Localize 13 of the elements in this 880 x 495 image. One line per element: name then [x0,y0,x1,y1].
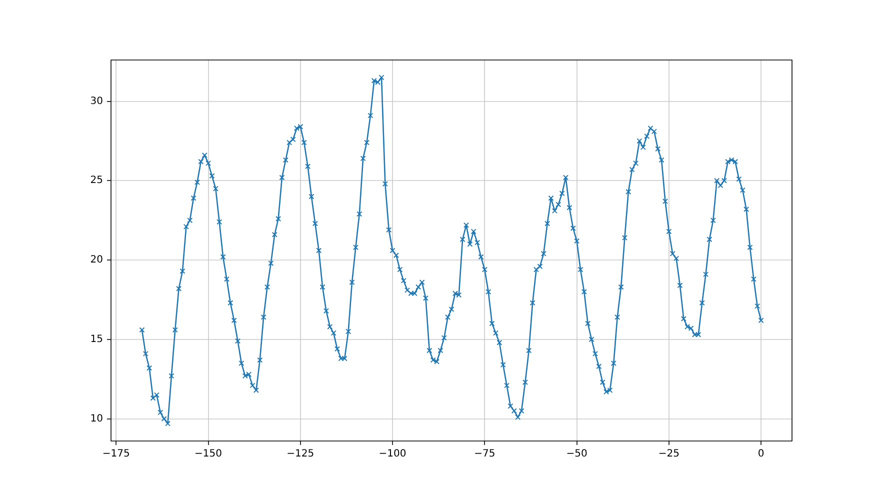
y-tick-label: 10 [90,413,103,424]
x-tick-label: −175 [102,448,130,460]
y-tick-label: 25 [90,175,103,186]
y-tick-label: 15 [90,334,103,345]
x-tick-label: −50 [566,448,588,460]
x-tick-label: 0 [758,448,764,460]
x-tick-label: −125 [286,448,314,460]
x-tick-label: −25 [658,448,680,460]
y-tick-label: 20 [90,254,103,266]
x-tick-label: −100 [378,448,406,460]
x-tick-label: −150 [194,448,222,460]
x-tick-label: −75 [474,448,496,460]
y-tick-label: 30 [90,96,103,107]
